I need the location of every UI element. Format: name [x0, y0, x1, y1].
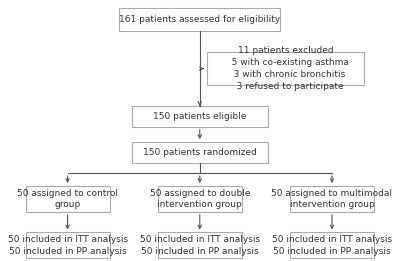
FancyBboxPatch shape: [207, 52, 364, 85]
Text: 50 assigned to control
group: 50 assigned to control group: [17, 188, 118, 209]
FancyBboxPatch shape: [290, 186, 374, 212]
FancyBboxPatch shape: [132, 142, 268, 163]
Text: 150 patients eligible: 150 patients eligible: [153, 112, 246, 121]
FancyBboxPatch shape: [290, 233, 374, 258]
Text: 161 patients assessed for eligibility: 161 patients assessed for eligibility: [119, 15, 280, 24]
FancyBboxPatch shape: [158, 186, 242, 212]
Text: 50 assigned to multimodal
intervention group: 50 assigned to multimodal intervention g…: [272, 188, 392, 209]
Text: 50 included in ITT analysis
50 included in PP analysis: 50 included in ITT analysis 50 included …: [8, 235, 128, 256]
FancyBboxPatch shape: [26, 186, 110, 212]
FancyBboxPatch shape: [132, 106, 268, 127]
Text: 150 patients randomized: 150 patients randomized: [143, 148, 257, 157]
Text: 50 assigned to double
intervention group: 50 assigned to double intervention group: [150, 188, 250, 209]
Text: 50 included in ITT analysis
50 included in PP analysis: 50 included in ITT analysis 50 included …: [272, 235, 392, 256]
FancyBboxPatch shape: [158, 233, 242, 258]
FancyBboxPatch shape: [26, 233, 110, 258]
FancyBboxPatch shape: [119, 8, 280, 31]
Text: 11 patients excluded
   5 with co-existing asthma
   3 with chronic bronchitis
 : 11 patients excluded 5 with co-existing …: [222, 46, 348, 91]
Text: 50 included in ITT analysis
50 included in PP analysis: 50 included in ITT analysis 50 included …: [140, 235, 260, 256]
